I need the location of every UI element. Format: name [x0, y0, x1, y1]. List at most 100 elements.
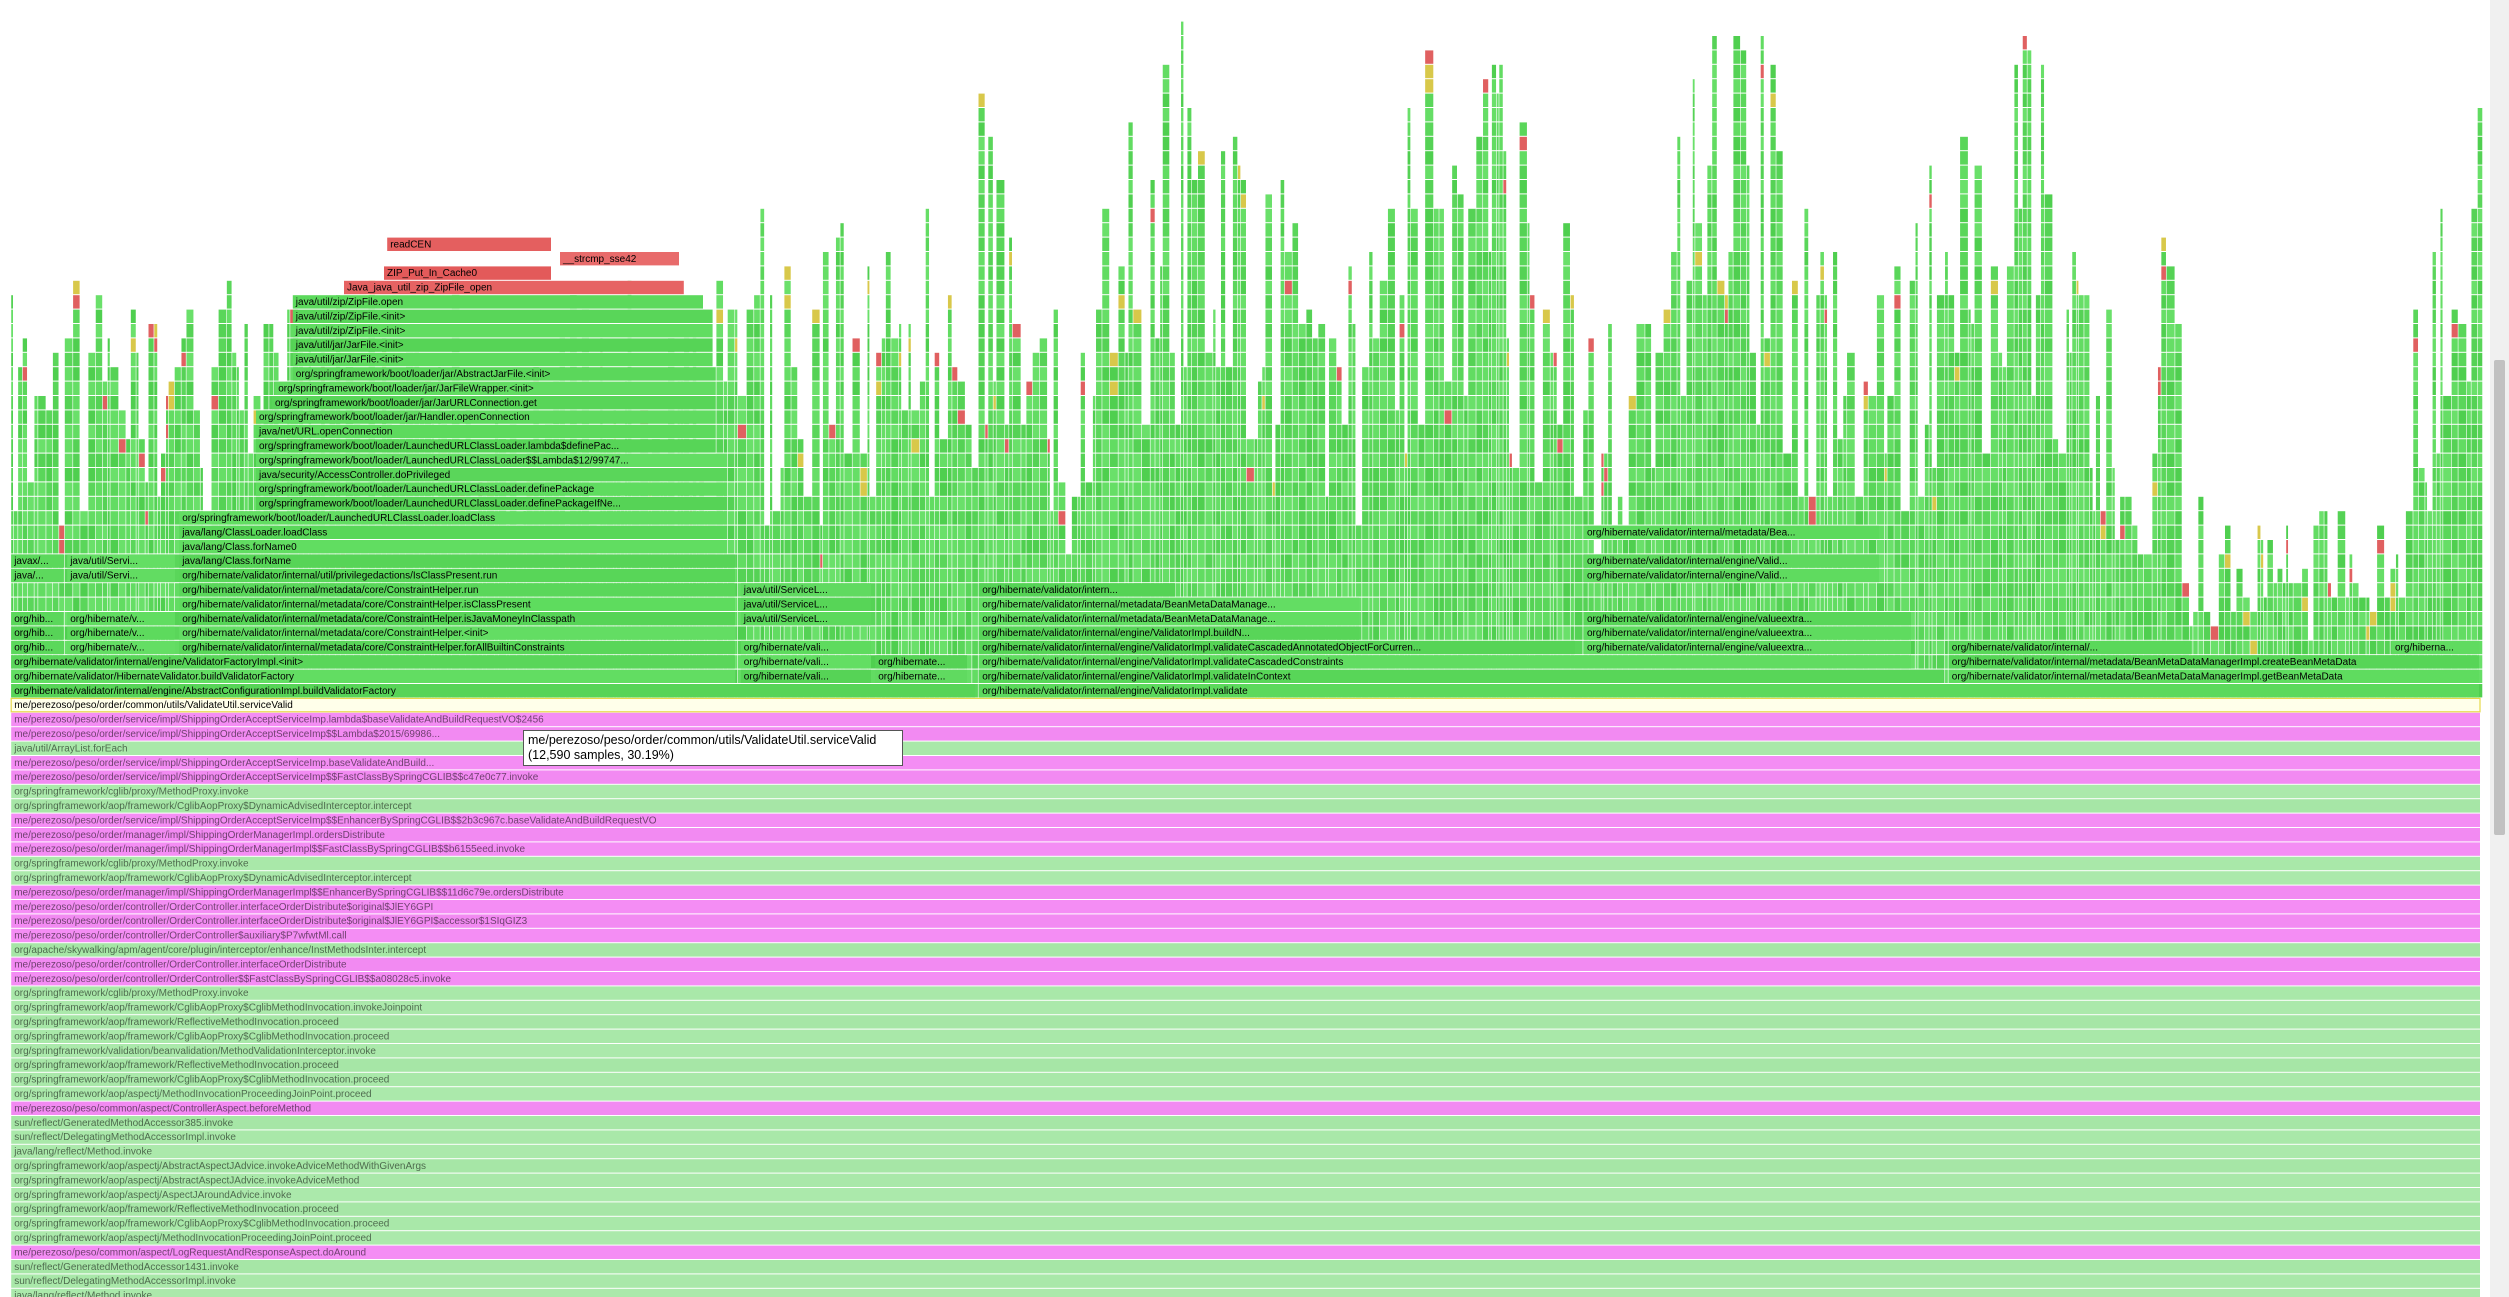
frame-sliver — [64, 381, 73, 395]
frame-sliver — [1187, 583, 1192, 597]
frame-sliver — [1232, 482, 1238, 496]
frame-sliver — [130, 352, 136, 367]
frame-sliver — [996, 496, 1005, 511]
frame-sliver — [1240, 468, 1246, 482]
frame-sliver — [908, 324, 911, 338]
frame-sliver — [723, 381, 728, 395]
frame-sliver — [1198, 324, 1205, 338]
frame-sliver — [929, 554, 935, 568]
frame-sliver — [737, 540, 747, 554]
frame-sliver — [1141, 540, 1150, 554]
frame-sliver — [978, 252, 985, 266]
frame-sliver — [1183, 525, 1187, 539]
frame-sliver — [1039, 540, 1048, 554]
frame-sliver — [1053, 511, 1058, 525]
frame-sliver — [1021, 540, 1026, 554]
frame-sliver — [102, 482, 108, 496]
frame-sliver — [1155, 568, 1160, 583]
frame-sliver — [867, 496, 870, 511]
frame-sliver — [154, 583, 158, 597]
frame-sliver — [876, 410, 882, 424]
frame-sliver — [236, 410, 239, 424]
frame-sliver — [1220, 496, 1226, 511]
frame-sliver — [1012, 338, 1021, 352]
frame-sliver — [952, 453, 958, 467]
frame-sliver — [218, 410, 227, 424]
frame-sliver — [1246, 511, 1254, 525]
frame-sliver — [852, 554, 860, 568]
frame-sliver — [746, 525, 754, 539]
frame-sliver — [867, 280, 870, 295]
frame-sliver — [64, 410, 73, 424]
frame-sliver — [1058, 540, 1066, 554]
frame-sliver — [1078, 540, 1081, 554]
frame-sliver — [822, 626, 829, 640]
frame-sliver — [939, 511, 948, 525]
frame-sliver — [34, 439, 38, 453]
frame-sliver — [867, 367, 870, 381]
frame-sliver — [869, 525, 876, 539]
frame-sliver — [1021, 453, 1026, 467]
frame-sliver — [972, 540, 978, 554]
frame-sliver — [269, 338, 274, 352]
frame-sliver — [22, 424, 28, 439]
frame-sliver — [1012, 453, 1021, 467]
frame-sliver — [95, 453, 103, 467]
frame-sliver — [947, 439, 952, 453]
frame-sliver — [716, 410, 724, 424]
frame-sliver — [154, 511, 158, 525]
frame-sliver — [737, 439, 747, 453]
frame-sliver — [803, 496, 812, 511]
frame-sliver — [939, 540, 948, 554]
frame-sliver — [148, 540, 154, 554]
frame-sliver — [226, 367, 232, 381]
frame-sliver — [1150, 237, 1155, 251]
frame-sliver — [988, 223, 993, 237]
frame-sliver — [1118, 453, 1125, 467]
frame-sliver — [901, 511, 908, 525]
frame-sliver — [1080, 381, 1085, 395]
frame-sliver — [236, 381, 239, 395]
frame-sliver — [780, 482, 784, 496]
frame-sliver — [754, 381, 760, 395]
frame-sliver — [996, 352, 1005, 367]
frame-sliver — [925, 612, 930, 626]
frame-sliver — [840, 338, 844, 352]
frame-sliver — [64, 468, 73, 482]
frame-sliver — [248, 468, 253, 482]
frame-sliver — [1198, 453, 1205, 467]
frame-sliver — [1237, 554, 1241, 568]
frame-sliver — [901, 482, 908, 496]
frame-sliver — [885, 525, 891, 539]
frame-sliver — [797, 482, 804, 496]
frame-sliver — [73, 496, 80, 511]
frame-sliver — [226, 295, 232, 309]
frame-sliver — [11, 439, 14, 453]
frame-sliver — [1125, 554, 1128, 568]
frame-sliver — [1118, 295, 1125, 309]
frame-sliver — [1133, 352, 1142, 367]
frame-sliver — [110, 410, 119, 424]
frame-sliver — [1232, 295, 1238, 309]
frame-sliver — [1220, 381, 1226, 395]
frame-sliver — [1216, 554, 1221, 568]
frame-sliver — [1109, 511, 1118, 525]
frame-sliver — [901, 525, 908, 539]
frame-sliver — [1039, 338, 1048, 352]
frame-sliver — [1047, 496, 1050, 511]
frame-sliver — [88, 496, 96, 511]
frame-sliver — [107, 367, 110, 381]
frame-sliver — [1187, 280, 1192, 295]
frame-sliver — [1133, 496, 1142, 511]
frame-sliver — [947, 496, 952, 511]
frame-sliver — [885, 597, 891, 611]
frame-sliver — [186, 338, 194, 352]
frame-sliver — [1191, 223, 1198, 237]
frame-sliver — [1246, 482, 1254, 496]
frame-sliver — [908, 496, 911, 511]
frame-sliver — [1047, 439, 1050, 453]
frame-sliver — [46, 540, 53, 554]
frame-sliver — [1021, 525, 1026, 539]
frame-sliver — [1118, 468, 1125, 482]
frame-sliver — [186, 352, 194, 367]
